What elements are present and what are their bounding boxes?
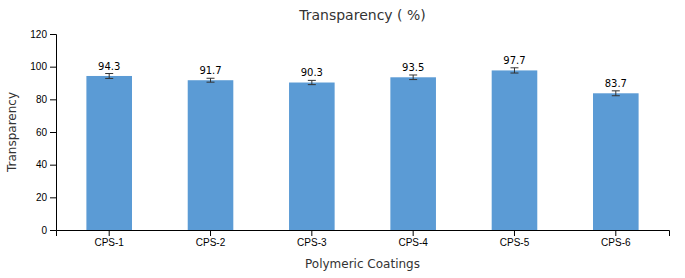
tick-label: CPS-4	[398, 237, 428, 248]
error-line	[615, 91, 616, 96]
error-cap	[612, 90, 620, 91]
bar	[86, 76, 132, 230]
bar	[390, 77, 436, 230]
data-labels: 94.3 91.7 90.3 93.5 97.7 83.7	[98, 55, 627, 89]
data-label: 83.7	[605, 78, 627, 89]
error-bar	[207, 78, 215, 82]
tick-label: CPS-2	[196, 237, 226, 248]
error-cap	[105, 78, 113, 79]
tick: CPS-5	[500, 230, 530, 248]
tick: CPS-2	[196, 230, 226, 248]
tick-mark	[50, 165, 56, 166]
plot-area: 0 20 40 60 80 100 120 CPS-1 CPS-2 CPS-3 CPS-4 CPS-5…	[30, 29, 669, 248]
title: Transparency ( %)	[298, 7, 426, 23]
tick-mark	[50, 67, 56, 68]
tick-label: 120	[30, 29, 47, 40]
tick-mark	[210, 230, 211, 236]
tick: 80	[36, 94, 56, 105]
tick: CPS-1	[94, 230, 124, 248]
error-bar	[105, 74, 113, 79]
tick-mark	[413, 230, 414, 236]
tick: 20	[36, 192, 56, 203]
error-cap	[308, 80, 316, 81]
error-cap	[510, 73, 518, 74]
tick: CPS-3	[297, 230, 327, 248]
error-line	[514, 68, 515, 73]
tick: 60	[36, 127, 56, 138]
tick: CPS-6	[601, 230, 631, 248]
error-cap	[612, 95, 620, 96]
marks	[86, 68, 638, 230]
error-cap	[308, 84, 316, 85]
tick-mark	[50, 99, 56, 100]
tick-label: CPS-5	[500, 237, 530, 248]
x-axis-title: Polymeric Coatings	[305, 257, 420, 271]
tick-label: 40	[36, 159, 48, 170]
tick: 40	[36, 159, 56, 170]
error-bar	[409, 75, 417, 80]
error-bar	[510, 68, 518, 73]
error-cap	[510, 67, 518, 68]
y-axis: 0 20 40 60 80 100 120	[30, 29, 56, 236]
error-cap	[207, 78, 215, 79]
tick-label: CPS-6	[601, 237, 631, 248]
tick-mark	[109, 230, 110, 236]
error-cap	[409, 79, 417, 80]
chart: 0 20 40 60 80 100 120 CPS-1 CPS-2 CPS-3 CPS-4 CPS-5…	[0, 0, 685, 278]
tick-mark	[615, 230, 616, 236]
bar	[593, 93, 639, 230]
error-line	[109, 74, 110, 79]
tick: 0	[41, 225, 56, 236]
tick: 100	[30, 61, 56, 72]
axis-line	[57, 231, 670, 237]
tick-mark	[50, 230, 56, 231]
error-line	[311, 80, 312, 84]
error-bar	[612, 91, 620, 96]
data-label: 97.7	[503, 55, 525, 66]
axis-line	[50, 35, 57, 231]
tick-mark	[50, 34, 56, 35]
bar	[188, 80, 234, 230]
bar	[492, 70, 538, 230]
error-line	[210, 78, 211, 82]
tick: 120	[30, 29, 56, 40]
x-axis: CPS-1 CPS-2 CPS-3 CPS-4 CPS-5 CPS-6	[57, 230, 670, 248]
error-bar	[308, 80, 316, 84]
tick-mark	[50, 132, 56, 133]
tick-label: 60	[36, 127, 48, 138]
tick-mark	[514, 230, 515, 236]
data-label: 90.3	[301, 67, 323, 78]
tick-label: CPS-1	[94, 237, 124, 248]
bar	[289, 83, 335, 230]
tick-label: 80	[36, 94, 48, 105]
tick: CPS-4	[398, 230, 428, 248]
data-label: 94.3	[98, 61, 120, 72]
tick-mark	[50, 197, 56, 198]
y-axis-title: Transparency	[5, 92, 19, 173]
error-cap	[105, 73, 113, 74]
tick-label: 0	[41, 225, 47, 236]
tick-mark	[311, 230, 312, 236]
error-line	[413, 75, 414, 80]
data-label: 93.5	[402, 62, 424, 73]
data-label: 91.7	[199, 65, 221, 76]
error-cap	[207, 82, 215, 83]
tick-label: CPS-3	[297, 237, 327, 248]
tick-label: 100	[30, 61, 47, 72]
error-cap	[409, 74, 417, 75]
tick-label: 20	[36, 192, 48, 203]
